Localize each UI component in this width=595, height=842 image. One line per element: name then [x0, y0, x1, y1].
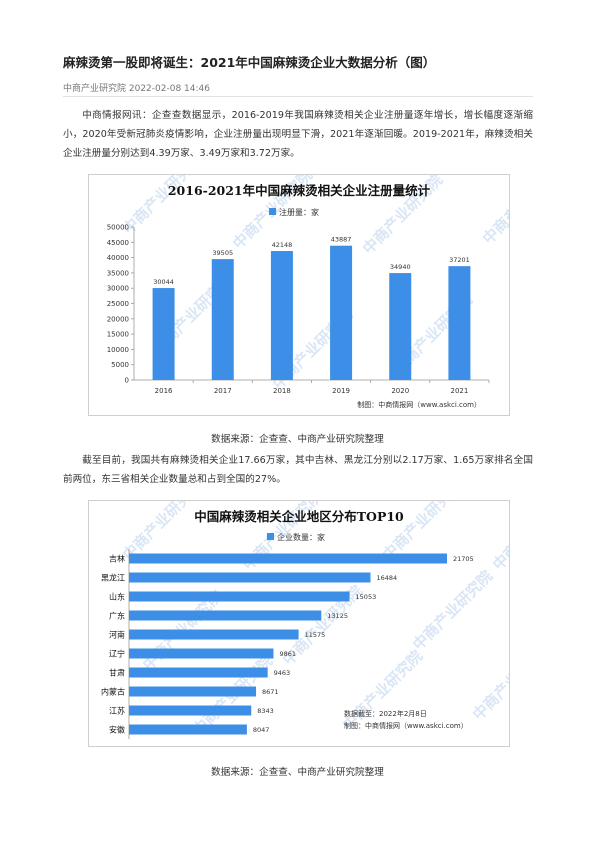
bar	[152, 288, 175, 380]
legend-label: 企业数量：家	[277, 532, 325, 542]
data-label: 9463	[274, 669, 291, 677]
y-tick-label: 50000	[107, 224, 129, 232]
category-label: 辽宁	[109, 649, 125, 659]
bar	[129, 705, 252, 716]
category-label: 广东	[109, 611, 125, 621]
data-label: 42148	[272, 241, 293, 249]
bar	[211, 259, 234, 380]
legend-swatch	[267, 533, 274, 540]
y-tick-label: 45000	[107, 239, 129, 247]
bar	[129, 667, 268, 678]
data-label: 39505	[212, 249, 233, 257]
article-title: 麻辣烫第一股即将诞生：2021年中国麻辣烫企业大数据分析（图）	[63, 55, 436, 70]
data-label: 8671	[262, 688, 279, 696]
bar	[129, 553, 447, 564]
date-note: 数据截至：2022年2月8日	[344, 709, 427, 718]
x-tick-label: 2017	[214, 387, 232, 395]
data-label: 13125	[327, 612, 348, 620]
data-label: 16484	[377, 574, 398, 582]
divider	[63, 96, 533, 97]
data-label: 8343	[257, 707, 274, 715]
watermark-text: 中商产业研究院	[339, 647, 426, 734]
watermark-text: 中商产业研究院	[469, 637, 509, 724]
x-tick-label: 2021	[451, 387, 469, 395]
category-label: 甘肃	[109, 668, 125, 678]
watermark-text: 中商产业研究院	[489, 501, 509, 574]
category-label: 安徽	[109, 725, 125, 735]
y-tick-label: 5000	[111, 361, 129, 369]
data-label: 8047	[253, 726, 270, 734]
data-label: 43887	[331, 236, 352, 244]
y-tick-label: 40000	[107, 254, 129, 262]
x-tick-label: 2020	[391, 387, 409, 395]
chart-title: 中国麻辣烫相关企业地区分布TOP10	[194, 509, 404, 524]
bar	[330, 245, 353, 380]
bar	[129, 629, 299, 640]
category-label: 江苏	[109, 706, 125, 716]
bar	[389, 273, 412, 380]
data-label: 9861	[279, 650, 296, 658]
registration-chart: 中商产业研究院 中商产业研究院 中商产业研究院 中商产业研究院 中商产业研究院 中商产业研…	[88, 174, 510, 416]
category-label: 内蒙古	[101, 687, 125, 697]
bar	[129, 648, 274, 659]
y-tick-label: 20000	[107, 315, 129, 323]
chart-title: 2016-2021年中国麻辣烫相关企业注册量统计	[168, 183, 431, 198]
category-label: 吉林	[109, 554, 125, 564]
watermark-text: 中商产业研究院	[479, 175, 509, 248]
y-tick-label: 35000	[107, 269, 129, 277]
bar	[129, 724, 247, 735]
caption-1: 数据来源：企查查、中商产业研究院整理	[211, 434, 384, 445]
legend-label: 注册量：家	[279, 207, 319, 217]
data-label: 15053	[356, 593, 377, 601]
bar	[129, 686, 257, 697]
bar	[448, 266, 471, 380]
region-chart: 中商产业研究院 中商产业研究院 中商产业研究院 中商产业研究院 中商产业研究院 中商产业研…	[88, 500, 510, 747]
chart-footer: 制图：中商情报网（www.askci.com）	[344, 721, 468, 730]
bar	[129, 572, 371, 583]
y-tick-label: 15000	[107, 331, 129, 339]
y-tick-label: 25000	[107, 300, 129, 308]
category-label: 山东	[109, 592, 125, 602]
data-label: 21705	[453, 555, 474, 563]
y-tick-label: 0	[125, 377, 129, 385]
bar	[129, 591, 350, 602]
bar	[129, 610, 322, 621]
category-label: 河南	[109, 630, 125, 640]
paragraph-2: 截至目前，我国共有麻辣烫相关企业17.66万家，其中吉林、黑龙江分别以2.17万…	[63, 455, 533, 485]
x-tick-label: 2019	[332, 387, 350, 395]
chart-footer: 制图：中商情报网（www.askci.com）	[357, 400, 481, 409]
paragraph-1: 中商情报网讯：企查查数据显示，2016-2019年我国麻辣烫相关企业注册量逐年增…	[63, 110, 533, 159]
category-label: 黑龙江	[101, 573, 125, 583]
y-tick-label: 10000	[107, 346, 129, 354]
data-label: 37201	[449, 256, 470, 264]
legend-swatch	[269, 208, 276, 215]
data-label: 34940	[390, 263, 411, 271]
watermark-text: 中商产业研究院	[409, 567, 496, 654]
bar	[270, 251, 293, 380]
caption-2: 数据来源：企查查、中商产业研究院整理	[211, 767, 384, 778]
x-tick-label: 2016	[155, 387, 173, 395]
x-tick-label: 2018	[273, 387, 291, 395]
article-meta: 中商产业研究院 2022-02-08 14:46	[63, 84, 210, 94]
data-label: 30044	[153, 278, 174, 286]
y-tick-label: 30000	[107, 285, 129, 293]
data-label: 11575	[305, 631, 326, 639]
